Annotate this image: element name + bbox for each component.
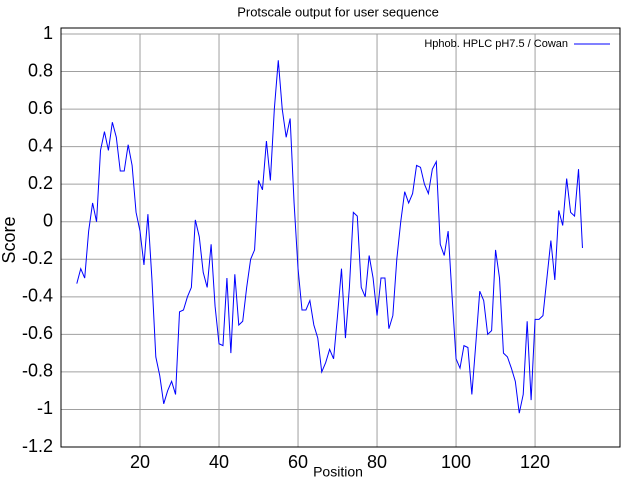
x-axis-label: Position — [313, 464, 363, 480]
y-tick-label: -0.6 — [22, 323, 53, 343]
y-tick-label: 0.8 — [28, 60, 53, 80]
y-tick-label: 0.4 — [28, 135, 53, 155]
chart-title: Protscale output for user sequence — [237, 4, 439, 19]
x-tick-label: 20 — [130, 452, 150, 472]
y-tick-label: 0.2 — [28, 173, 53, 193]
plot-frame — [60, 27, 621, 448]
x-tick-label: 120 — [520, 452, 550, 472]
data-line — [76, 60, 583, 414]
x-tick-label: 80 — [367, 452, 387, 472]
legend-label: Hphob. HPLC pH7.5 / Cowan — [424, 38, 568, 50]
y-axis-label: Score — [0, 216, 19, 263]
y-tick-label: -0.8 — [22, 361, 53, 381]
y-tick-label: -0.4 — [22, 286, 53, 306]
y-tick-label: 0 — [43, 210, 53, 230]
x-tick-label: 60 — [288, 452, 308, 472]
y-tick-label: 1 — [43, 23, 53, 43]
x-tick-label: 100 — [441, 452, 471, 472]
y-tick-label: -1.2 — [22, 436, 53, 456]
y-tick-label: -0.2 — [22, 248, 53, 268]
x-tick-label: 40 — [209, 452, 229, 472]
y-tick-label: -1 — [37, 398, 53, 418]
y-tick-label: 0.6 — [28, 98, 53, 118]
